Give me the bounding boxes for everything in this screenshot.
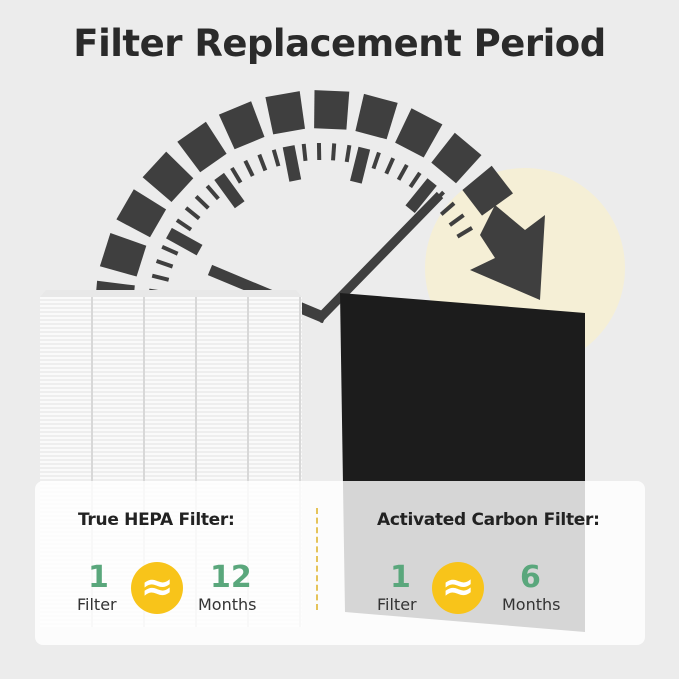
gauge-tick	[405, 178, 437, 213]
gauge-block	[142, 151, 194, 202]
page-title: Filter Replacement Period	[73, 22, 606, 65]
gauge-tick	[350, 146, 371, 184]
gauge-tick	[344, 144, 352, 163]
gauge-tick	[456, 226, 474, 239]
carbon-filter-label: Filter	[377, 595, 417, 614]
gauge-tick	[396, 163, 409, 181]
info-panel	[35, 481, 645, 645]
gauge-tick	[230, 166, 243, 184]
gauge-block	[265, 91, 305, 135]
gauge-block	[395, 108, 443, 158]
approximately-equal-icon: ≈	[432, 562, 484, 614]
gauge-tick	[439, 201, 456, 216]
carbon-heading-text: Activated Carbon Filter:	[377, 510, 600, 530]
hepa-heading: True HEPA Filter:	[78, 510, 235, 530]
gauge-block	[177, 121, 227, 173]
gauge-tick	[257, 153, 268, 172]
hepa-heading-text: True HEPA Filter:	[78, 510, 235, 530]
gauge-block	[218, 101, 265, 150]
gauge-tick	[184, 206, 201, 221]
gauge-block	[99, 233, 147, 277]
gauge-block	[355, 93, 398, 140]
gauge-tick	[371, 151, 381, 170]
gauge-tick	[331, 143, 337, 161]
carbon-months-value: 6	[520, 560, 541, 595]
gauge-ticks	[147, 142, 474, 315]
gauge-tick	[166, 227, 203, 256]
gauge-tick	[155, 259, 174, 269]
hepa-filter-label: Filter	[77, 595, 117, 614]
gauge-block	[314, 90, 350, 130]
gauge-tick	[271, 149, 281, 167]
carbon-filter-count: 1	[390, 560, 411, 595]
gauge-block	[431, 132, 482, 184]
divider	[316, 508, 318, 610]
gauge-tick	[408, 171, 422, 189]
gauge-tick	[205, 184, 220, 201]
gauge-tick	[282, 145, 302, 182]
gauge-tick	[214, 172, 245, 209]
gauge-tick	[175, 218, 193, 232]
gauge-tick	[301, 143, 308, 162]
clockwise-arrow-icon	[470, 205, 545, 300]
carbon-heading: Activated Carbon Filter:	[377, 510, 600, 530]
gauge-tick	[243, 159, 255, 177]
hepa-months-value: 12	[210, 560, 252, 595]
minute-hand	[314, 191, 444, 324]
gauge-tick	[448, 213, 465, 227]
approximately-equal-icon: ≈	[131, 562, 183, 614]
gauge-blocks	[94, 90, 513, 318]
gauge-tick	[384, 157, 396, 175]
hepa-months-label: Months	[198, 595, 257, 614]
gauge-tick	[151, 273, 170, 282]
hepa-filter-count: 1	[88, 560, 109, 595]
gauge-block	[462, 165, 513, 216]
gauge-tick	[194, 194, 210, 210]
gauge-tick	[161, 244, 179, 256]
gauge-block	[116, 189, 167, 238]
carbon-months-label: Months	[502, 595, 561, 614]
